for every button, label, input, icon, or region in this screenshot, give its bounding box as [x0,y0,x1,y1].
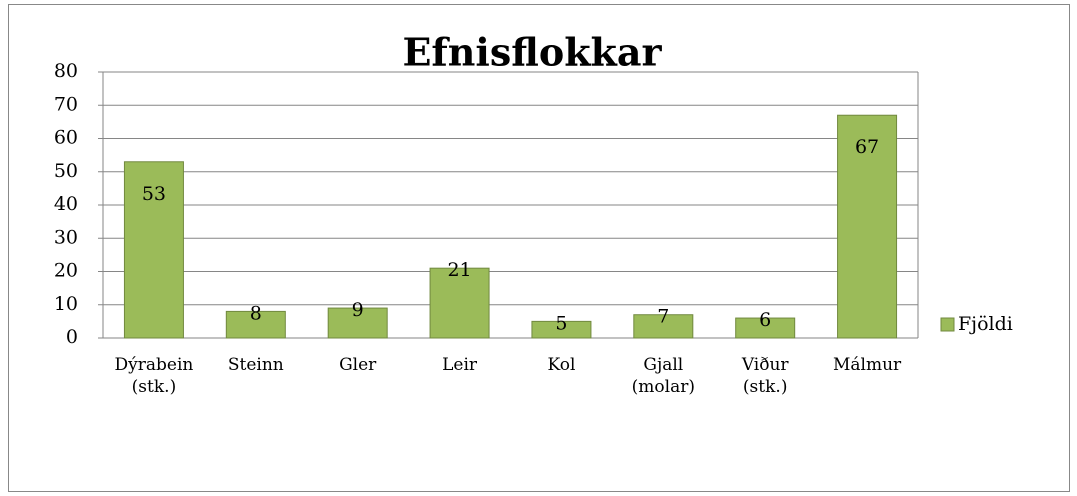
x-tick-label: Gjall (molar) [631,355,695,397]
data-label: 5 [555,312,567,334]
x-tick-label: Viður (stk.) [741,355,789,397]
y-tick-label: 0 [66,326,78,348]
legend-swatch [940,317,955,332]
data-label: 21 [447,259,471,281]
y-tick-label: 50 [54,160,78,182]
bar [429,267,490,339]
x-tick-label: Málmur [832,355,902,375]
bar [123,161,184,339]
x-tick-label: Kol [547,355,576,375]
y-tick-label: 70 [54,93,78,115]
data-label: 9 [352,299,364,321]
y-tick-label: 80 [54,60,78,82]
data-label: 8 [250,302,262,324]
y-tick-label: 30 [54,226,78,248]
data-label: 7 [657,306,669,328]
y-tick-label: 40 [54,193,78,215]
chart-title: Efnisflokkar [402,30,662,75]
legend-label: Fjöldi [958,313,1013,335]
bar [327,307,388,339]
y-tick-label: 60 [54,127,78,149]
y-tick-label: 20 [54,260,78,282]
data-label: 53 [142,183,166,205]
data-label: 67 [855,136,879,158]
x-tick-label: Gler [339,355,377,375]
bar [735,317,796,339]
bar [633,314,694,339]
x-tick-label: Leir [442,355,478,375]
x-tick-label: Steinn [227,355,284,375]
bar [837,114,898,339]
bar [225,310,286,339]
bar [531,320,592,339]
x-tick-label: Dýrabein (stk.) [114,355,194,397]
data-label: 6 [759,309,771,331]
y-tick-label: 10 [54,293,78,315]
